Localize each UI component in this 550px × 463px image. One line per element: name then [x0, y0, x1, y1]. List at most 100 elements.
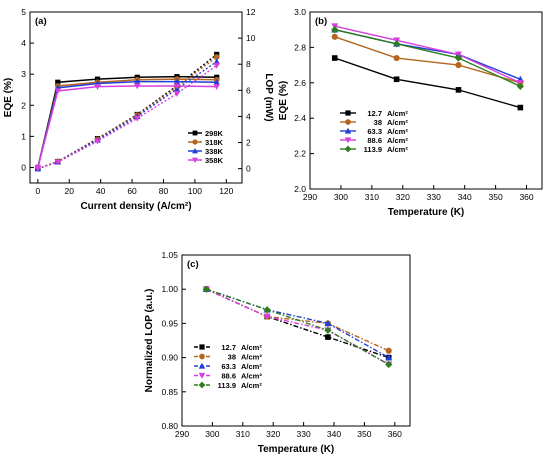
legend-value: 88.6 — [367, 136, 382, 145]
data-point — [331, 55, 338, 61]
eqe-line-318K — [37, 78, 217, 168]
legend-unit: A/cm² — [241, 381, 262, 390]
y-tick-label: 1.05 — [161, 250, 178, 260]
legend-marker — [344, 137, 352, 144]
eqe-point — [213, 84, 220, 90]
x-tick-label: 100 — [188, 186, 202, 196]
legend-value: 38 — [374, 118, 382, 127]
legend-label: 318K — [205, 138, 224, 147]
y-right-axis-title: LOP (mW) — [263, 73, 274, 121]
eqe-point — [173, 78, 181, 85]
legend-marker — [198, 381, 206, 389]
legend-marker — [345, 119, 351, 125]
y-tick-label: 2.0 — [294, 184, 306, 194]
y-tick-label: 0.80 — [161, 421, 178, 431]
data-point — [331, 26, 339, 34]
legend-value: 88.6 — [221, 371, 236, 380]
legend-value: 113.9 — [364, 145, 382, 154]
y-right-tick-label: 6 — [246, 85, 251, 95]
x-tick-label: 0 — [35, 186, 40, 196]
data-point — [455, 87, 462, 93]
legend-marker — [344, 145, 352, 153]
panel-b-chart: 290 300 310 320 330 340 350 360 2.0 2.2 2.4 2.6 2.8 3… — [278, 7, 543, 218]
panel-label: (a) — [35, 16, 47, 27]
y-tick-label: 0.90 — [161, 353, 178, 363]
legend-label: 338K — [205, 147, 224, 156]
data-point — [385, 347, 392, 354]
y-tick-label: 0.85 — [161, 387, 178, 397]
legend-marker — [192, 148, 198, 154]
series-line-0 — [334, 57, 521, 109]
x-tick-label: 80 — [159, 186, 169, 196]
eqe-point — [173, 83, 181, 90]
lop-point — [54, 159, 62, 166]
x-tick-label: 360 — [519, 192, 533, 202]
legend-marker — [199, 344, 205, 350]
y-tick-label: 2.6 — [294, 78, 306, 88]
data-point — [202, 285, 210, 293]
y-right-tick-label: 10 — [246, 33, 256, 43]
x-tick-label: 290 — [303, 192, 317, 202]
legend-unit: A/cm² — [387, 127, 408, 136]
legend-unit: A/cm² — [387, 118, 408, 127]
y-right-tick-label: 2 — [246, 138, 251, 148]
y-tick-label: 0 — [21, 162, 26, 172]
data-point — [263, 313, 271, 321]
x-tick-label: 290 — [175, 429, 189, 439]
x-axis-title: Current density (A/cm²) — [80, 201, 191, 212]
eqe-point — [134, 78, 141, 85]
panel-label: (b) — [315, 16, 327, 27]
x-tick-label: 340 — [327, 429, 341, 439]
y-tick-label: 2.4 — [294, 113, 306, 123]
legend-label: 358K — [205, 156, 224, 165]
panel-c-chart: 290 300 310 320 330 340 350 360 0.80 0.85 0.90 0.95… — [144, 250, 411, 455]
legend-unit: A/cm² — [387, 109, 408, 118]
series-line-1 — [334, 36, 521, 84]
legend-unit: A/cm² — [241, 362, 262, 371]
eqe-point — [55, 79, 61, 85]
y-tick-label: 5 — [21, 7, 26, 17]
data-point — [517, 104, 524, 111]
y-axis-title: EQE (%) — [278, 81, 289, 120]
data-point — [385, 360, 393, 369]
eqe-point — [94, 76, 101, 82]
data-point — [393, 54, 400, 62]
x-axis-title: Temperature (K) — [388, 207, 465, 218]
x-tick-label: 350 — [357, 429, 371, 439]
series-line-3 — [206, 288, 390, 366]
y-right-tick-label: 0 — [246, 164, 251, 174]
x-tick-label: 320 — [266, 429, 280, 439]
legend-marker — [192, 130, 198, 136]
legend-value: 12.7 — [221, 343, 236, 352]
x-tick-label: 40 — [96, 186, 106, 196]
data-point — [392, 40, 401, 48]
data-point — [325, 334, 331, 340]
x-tick-label: 350 — [489, 192, 503, 202]
x-tick-label: 300 — [334, 192, 348, 202]
x-tick-label: 310 — [365, 192, 379, 202]
lop-point — [134, 115, 141, 122]
y-tick-label: 2 — [21, 100, 26, 110]
x-axis-title: Temperature (K) — [258, 444, 335, 455]
x-tick-label: 120 — [219, 186, 233, 196]
eqe-point — [134, 83, 141, 90]
legend-marker — [192, 157, 198, 163]
legend-unit: A/cm² — [241, 343, 262, 352]
eqe-point — [54, 88, 62, 95]
data-point — [455, 62, 462, 69]
y-axis-title: EQE (%) — [3, 78, 14, 117]
legend-unit: A/cm² — [387, 145, 408, 154]
data-point — [454, 54, 463, 62]
legend-value: 63.3 — [221, 362, 236, 371]
eqe-point — [213, 79, 220, 85]
lop-point — [94, 138, 101, 145]
legend-value: 38 — [228, 352, 236, 361]
y-tick-label: 2.2 — [294, 149, 306, 159]
legend-marker — [345, 110, 351, 116]
lop-point — [213, 54, 220, 60]
y-tick-label: 3.0 — [294, 7, 306, 17]
series-line-3 — [334, 25, 521, 84]
x-tick-label: 20 — [65, 186, 75, 196]
